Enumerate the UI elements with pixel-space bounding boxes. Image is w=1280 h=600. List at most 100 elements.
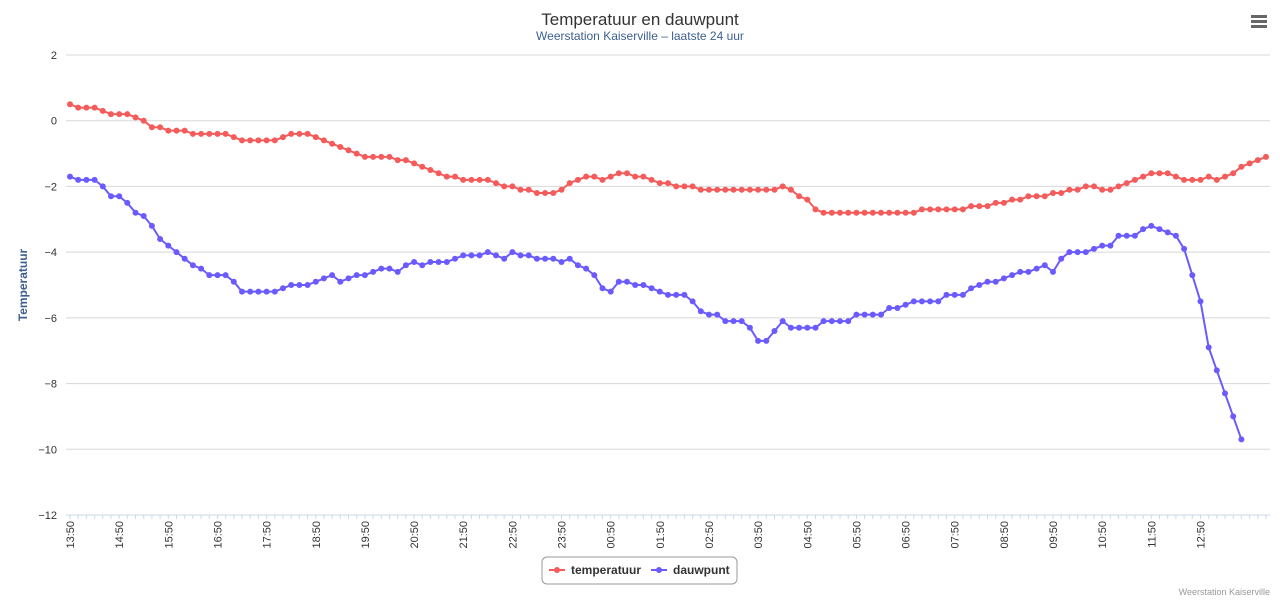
data-point-dauwpunt[interactable] <box>1148 222 1155 229</box>
data-point-temperatuur[interactable] <box>263 137 270 144</box>
data-point-dauwpunt[interactable] <box>976 282 983 288</box>
data-point-dauwpunt[interactable] <box>861 311 868 318</box>
data-point-dauwpunt[interactable] <box>1164 229 1171 236</box>
data-point-temperatuur[interactable] <box>452 173 458 180</box>
data-point-dauwpunt[interactable] <box>378 265 385 272</box>
data-point-dauwpunt[interactable] <box>345 275 352 282</box>
data-point-temperatuur[interactable] <box>386 153 393 160</box>
data-point-temperatuur[interactable] <box>1164 170 1171 177</box>
data-point-dauwpunt[interactable] <box>1131 232 1138 239</box>
data-point-temperatuur[interactable] <box>959 206 966 213</box>
data-point-dauwpunt[interactable] <box>280 285 286 292</box>
data-point-temperatuur[interactable] <box>1148 170 1155 177</box>
data-point-dauwpunt[interactable] <box>599 285 606 292</box>
data-point-dauwpunt[interactable] <box>222 272 229 279</box>
data-point-dauwpunt[interactable] <box>1066 249 1073 256</box>
data-point-temperatuur[interactable] <box>476 176 483 183</box>
data-point-temperatuur[interactable] <box>411 160 418 167</box>
data-point-dauwpunt[interactable] <box>689 298 696 305</box>
data-point-temperatuur[interactable] <box>632 173 639 180</box>
data-point-dauwpunt[interactable] <box>828 318 835 325</box>
data-point-dauwpunt[interactable] <box>1041 262 1048 269</box>
data-point-temperatuur[interactable] <box>280 134 286 141</box>
data-point-temperatuur[interactable] <box>697 186 704 193</box>
data-point-dauwpunt[interactable] <box>1082 249 1089 256</box>
data-point-dauwpunt[interactable] <box>214 272 221 279</box>
data-point-temperatuur[interactable] <box>583 173 590 180</box>
data-point-dauwpunt[interactable] <box>353 272 360 279</box>
data-point-temperatuur[interactable] <box>853 209 860 216</box>
data-point-dauwpunt[interactable] <box>673 291 680 298</box>
data-point-dauwpunt[interactable] <box>247 288 254 295</box>
data-point-dauwpunt[interactable] <box>329 272 336 279</box>
legend-item-dauwpunt[interactable]: dauwpunt <box>651 563 730 577</box>
data-point-dauwpunt[interactable] <box>132 209 139 216</box>
data-point-temperatuur[interactable] <box>198 130 205 137</box>
data-point-dauwpunt[interactable] <box>157 236 164 242</box>
data-point-dauwpunt[interactable] <box>255 288 262 295</box>
data-point-dauwpunt[interactable] <box>730 318 737 325</box>
data-point-dauwpunt[interactable] <box>1238 436 1245 443</box>
data-point-dauwpunt[interactable] <box>894 305 901 311</box>
data-point-temperatuur[interactable] <box>1213 176 1220 183</box>
data-point-temperatuur[interactable] <box>812 206 819 213</box>
data-point-temperatuur[interactable] <box>1123 180 1130 187</box>
data-point-temperatuur[interactable] <box>665 180 671 187</box>
data-point-dauwpunt[interactable] <box>1123 232 1130 239</box>
data-point-dauwpunt[interactable] <box>845 318 852 325</box>
data-point-temperatuur[interactable] <box>1205 173 1212 180</box>
data-point-dauwpunt[interactable] <box>181 255 188 262</box>
data-point-temperatuur[interactable] <box>91 104 98 111</box>
data-point-dauwpunt[interactable] <box>796 324 803 331</box>
data-point-dauwpunt[interactable] <box>173 249 180 256</box>
data-point-temperatuur[interactable] <box>214 130 221 137</box>
data-point-dauwpunt[interactable] <box>165 242 172 249</box>
data-point-dauwpunt[interactable] <box>1009 272 1016 279</box>
data-point-temperatuur[interactable] <box>591 173 598 180</box>
data-point-temperatuur[interactable] <box>140 117 147 124</box>
data-point-dauwpunt[interactable] <box>632 282 639 288</box>
data-point-dauwpunt[interactable] <box>525 252 532 259</box>
data-point-dauwpunt[interactable] <box>951 291 958 298</box>
data-point-temperatuur[interactable] <box>361 153 368 160</box>
data-point-dauwpunt[interactable] <box>869 311 876 318</box>
data-point-temperatuur[interactable] <box>574 176 581 183</box>
data-point-temperatuur[interactable] <box>951 206 958 213</box>
data-point-temperatuur[interactable] <box>1017 196 1024 203</box>
data-point-temperatuur[interactable] <box>607 173 614 180</box>
data-point-temperatuur[interactable] <box>83 104 90 111</box>
data-point-temperatuur[interactable] <box>1131 176 1138 183</box>
data-point-dauwpunt[interactable] <box>427 259 434 265</box>
data-point-temperatuur[interactable] <box>656 180 663 187</box>
data-point-dauwpunt[interactable] <box>198 265 205 272</box>
data-point-temperatuur[interactable] <box>599 176 606 183</box>
data-point-dauwpunt[interactable] <box>435 259 442 265</box>
data-point-temperatuur[interactable] <box>427 167 434 173</box>
data-point-dauwpunt[interactable] <box>1074 249 1081 256</box>
data-point-temperatuur[interactable] <box>189 130 196 137</box>
data-point-dauwpunt[interactable] <box>984 278 991 285</box>
data-point-dauwpunt[interactable] <box>787 324 794 331</box>
data-point-dauwpunt[interactable] <box>566 255 573 262</box>
data-point-dauwpunt[interactable] <box>493 252 499 259</box>
data-point-dauwpunt[interactable] <box>361 272 368 279</box>
data-point-temperatuur[interactable] <box>165 127 172 134</box>
data-point-dauwpunt[interactable] <box>148 222 155 229</box>
data-point-temperatuur[interactable] <box>730 186 737 193</box>
data-point-dauwpunt[interactable] <box>370 268 377 275</box>
data-point-temperatuur[interactable] <box>173 127 180 134</box>
data-point-dauwpunt[interactable] <box>263 288 270 295</box>
data-point-temperatuur[interactable] <box>755 186 762 193</box>
data-point-temperatuur[interactable] <box>271 137 278 144</box>
data-point-temperatuur[interactable] <box>1140 173 1147 180</box>
data-point-dauwpunt[interactable] <box>83 176 90 183</box>
data-point-temperatuur[interactable] <box>460 176 467 183</box>
data-point-dauwpunt[interactable] <box>804 324 811 331</box>
data-point-temperatuur[interactable] <box>148 124 155 131</box>
data-point-dauwpunt[interactable] <box>755 337 762 344</box>
data-point-dauwpunt[interactable] <box>1156 226 1163 233</box>
data-point-temperatuur[interactable] <box>886 209 893 216</box>
data-point-temperatuur[interactable] <box>255 137 262 144</box>
data-point-temperatuur[interactable] <box>247 137 254 144</box>
data-point-dauwpunt[interactable] <box>99 183 106 190</box>
